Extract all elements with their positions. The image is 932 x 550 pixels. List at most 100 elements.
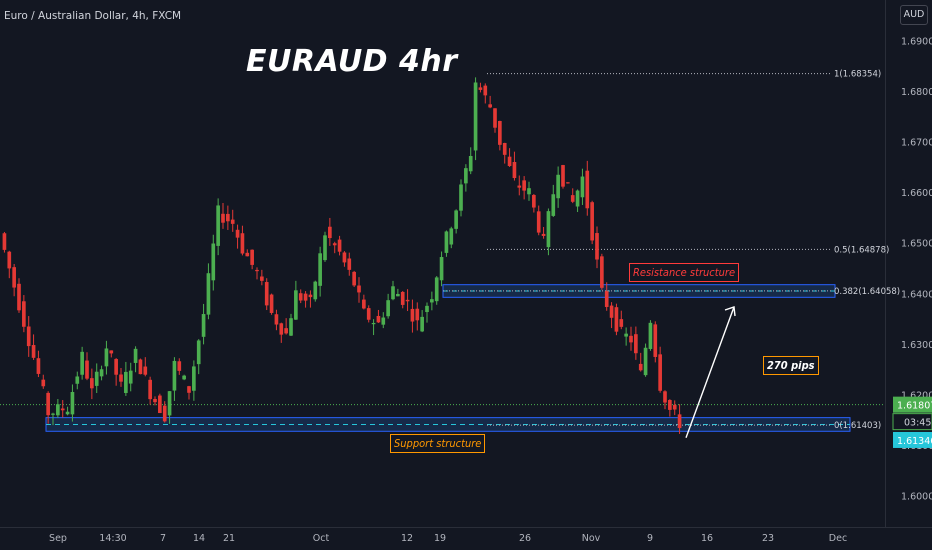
fib-level-label: 1(1.68354) — [834, 70, 881, 80]
candle-body — [546, 211, 551, 248]
candle-body — [668, 400, 672, 410]
candle-body — [498, 121, 502, 145]
candle-body — [405, 299, 410, 302]
candle-body — [391, 286, 395, 300]
candle-body — [376, 315, 381, 323]
candle-body — [323, 235, 327, 261]
pips-label: 270 pips — [763, 356, 819, 375]
candle-body — [245, 252, 250, 257]
candle-body — [512, 162, 517, 179]
y-tick-label: 1.65000 — [901, 239, 932, 250]
candle-body — [653, 324, 658, 357]
candle-body — [216, 205, 220, 246]
support-structure-label: Support structure — [390, 434, 486, 453]
candle-body — [410, 308, 415, 322]
candle-body — [318, 253, 322, 286]
candle-body — [444, 231, 449, 253]
candle-body — [672, 404, 677, 410]
fib-level-label: 0.5(1.64878) — [834, 245, 889, 255]
candle-body — [260, 276, 264, 281]
candle-body — [371, 322, 376, 325]
last-price-value: 1.61807 — [897, 401, 932, 412]
candle-body — [51, 413, 55, 415]
candle-body — [269, 294, 274, 313]
candle-body — [347, 258, 352, 270]
y-tick-label: 1.63000 — [901, 340, 932, 351]
candle-body — [153, 398, 157, 403]
fib-level-label: 0(1.61403) — [834, 421, 881, 431]
candle-body — [119, 374, 123, 382]
countdown-value: 03:45 — [904, 418, 931, 429]
candle-body — [41, 379, 46, 387]
candle-body — [585, 170, 590, 209]
candle-body — [439, 257, 444, 281]
x-tick-label: 7 — [160, 533, 166, 544]
candle-body — [196, 340, 201, 365]
candle-body — [109, 350, 114, 354]
candle-body — [289, 318, 293, 336]
x-tick-label: Nov — [582, 533, 601, 544]
candle-body — [430, 299, 434, 303]
candle-body — [298, 293, 303, 301]
y-tick-label: 1.69000 — [901, 37, 932, 48]
candle-body — [483, 85, 488, 96]
candle-body — [386, 300, 390, 317]
currency-button[interactable]: AUD — [900, 5, 928, 25]
candle-body — [60, 408, 65, 411]
candle-body — [643, 347, 648, 376]
candle-body — [425, 305, 429, 313]
symbol-description: Euro / Australian Dollar, 4h, FXCM — [4, 10, 182, 22]
candle-body — [400, 291, 405, 305]
candle-body — [337, 239, 342, 252]
candle-body — [629, 335, 633, 343]
candle-body — [619, 319, 624, 327]
candle-body — [342, 252, 347, 263]
candle-body — [94, 371, 99, 386]
fib-level-label: 0.382(1.64058) — [834, 287, 900, 297]
candle-body — [80, 351, 84, 375]
candle-body — [7, 251, 12, 269]
x-tick-label: 9 — [647, 533, 653, 544]
candle-body — [420, 316, 424, 332]
y-tick-label: 1.62000 — [901, 390, 932, 401]
candle-body — [566, 182, 570, 184]
x-tick-label: 19 — [434, 533, 446, 544]
candle-body — [264, 282, 269, 306]
candle-body — [133, 348, 138, 363]
candle-body — [167, 391, 172, 416]
x-tick-label: 23 — [762, 533, 774, 544]
candle-body — [250, 249, 254, 265]
candle-body — [561, 165, 565, 187]
candle-body — [114, 359, 118, 375]
candle-body — [478, 87, 483, 90]
y-tick-label: 1.60000 — [901, 492, 932, 503]
candle-body — [590, 202, 594, 241]
candle-body — [158, 395, 162, 414]
candle-body — [211, 243, 216, 281]
countdown-tag — [892, 413, 932, 431]
candle-body — [235, 229, 240, 238]
candle-body — [541, 233, 546, 236]
candle-body — [70, 392, 75, 415]
resistance-structure-label: Resistance structure — [629, 263, 740, 282]
candle-body — [284, 328, 288, 334]
candle-body — [90, 378, 94, 389]
candle-body — [454, 210, 458, 229]
candle-body — [658, 354, 662, 391]
candle-body — [313, 281, 318, 300]
candle-body — [575, 190, 580, 207]
candle-body — [352, 271, 356, 286]
candle-body — [274, 314, 279, 325]
candle-body — [551, 194, 556, 216]
candle-body — [634, 334, 638, 354]
candle-body — [332, 243, 337, 246]
candle-body — [604, 291, 609, 307]
candle-body — [532, 195, 536, 208]
y-tick-label: 1.67000 — [901, 138, 932, 149]
candle-body — [255, 269, 259, 272]
candle-body — [362, 299, 366, 309]
candle-body — [148, 379, 152, 400]
candle-body — [221, 213, 225, 223]
candle-body — [464, 168, 468, 184]
